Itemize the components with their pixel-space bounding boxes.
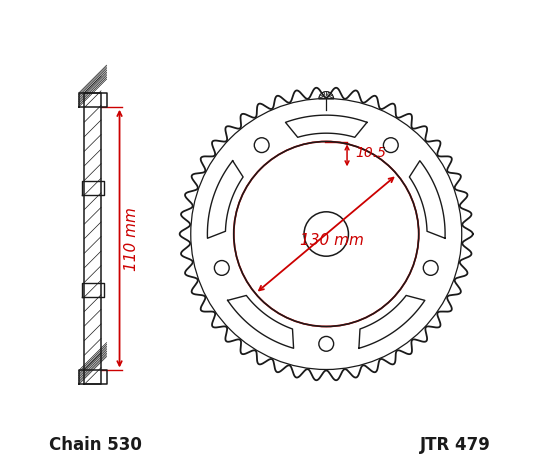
Text: Chain 530: Chain 530 (49, 436, 142, 453)
Text: 10.5: 10.5 (356, 146, 386, 160)
Text: 130 mm: 130 mm (300, 234, 364, 249)
Text: 110 mm: 110 mm (124, 207, 138, 271)
Text: JTR 479: JTR 479 (421, 436, 491, 453)
